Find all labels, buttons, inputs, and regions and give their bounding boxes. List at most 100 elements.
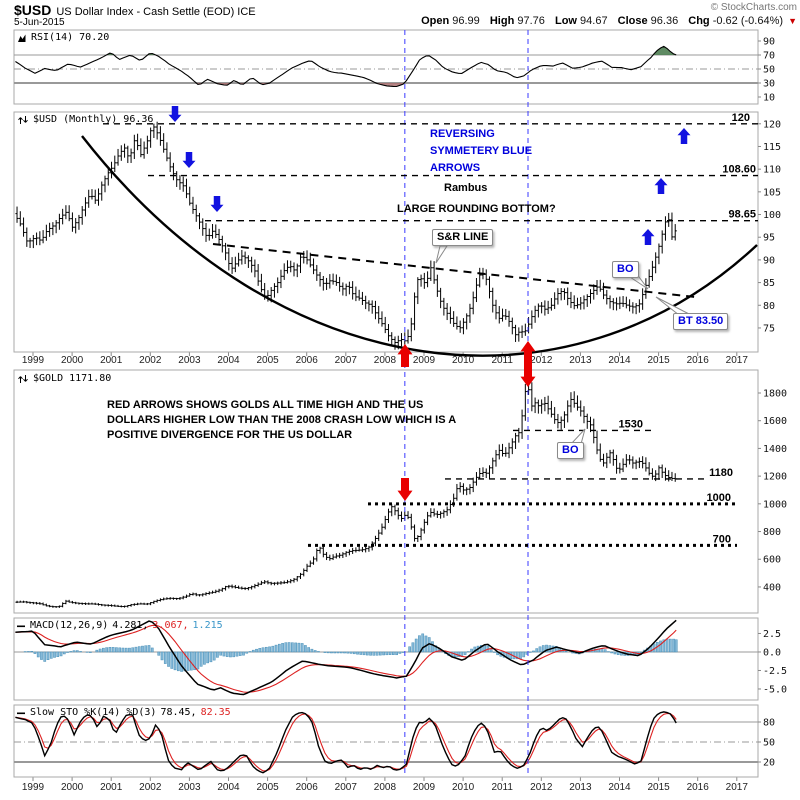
- note-line: DOLLARS HIGHER LOW THAN THE 2008 CRASH L…: [107, 414, 457, 426]
- gold-level-label: 1530: [619, 418, 643, 430]
- macd-histogram-bar: [124, 647, 128, 653]
- macd-histogram-bar: [356, 651, 359, 655]
- usd-level-label: 120: [732, 112, 750, 124]
- macd-legend-label: MACD(12,26,9): [30, 620, 109, 631]
- macd-histogram-bar: [307, 647, 311, 653]
- x-axis-year-label: 2013: [569, 355, 592, 366]
- macd-histogram-bar: [216, 651, 219, 658]
- chart-header: $USD US Dollar Index - Cash Settle (EOD)…: [14, 2, 256, 18]
- red-down-arrow: [520, 364, 536, 387]
- x-axis-year-label: 2009: [413, 782, 436, 793]
- callout-tail: [435, 245, 448, 264]
- gold-y-axis-label: 1200: [763, 472, 787, 483]
- macd-histogram-bar: [421, 633, 425, 653]
- macd-histogram-bar: [408, 646, 412, 653]
- sto-value-1: 78.45,: [160, 707, 197, 718]
- gold-legend-label: $GOLD 1171.80: [33, 373, 112, 384]
- gold-y-axis-label: 400: [763, 582, 781, 593]
- macd-histogram-bar: [163, 651, 167, 664]
- macd-histogram-bar: [388, 651, 392, 655]
- macd-histogram-bar: [79, 651, 82, 653]
- macd-histogram-bar: [493, 651, 496, 653]
- macd-histogram-bar: [392, 651, 395, 655]
- x-axis-year-label: 2003: [178, 782, 201, 793]
- x-axis-year-label: 2010: [452, 782, 475, 793]
- gold-breakout-callout: BO: [557, 442, 584, 459]
- sto-y-axis-label: 20: [763, 758, 775, 769]
- usd-y-axis-label: 115: [763, 142, 781, 153]
- x-axis-year-label: 2003: [178, 355, 201, 366]
- macd-histogram-bar: [209, 651, 213, 663]
- x-axis-year-label: 1999: [22, 355, 45, 366]
- macd-histogram-bar: [183, 651, 187, 672]
- macd-histogram-bar: [662, 639, 666, 653]
- macd-histogram-bar: [532, 650, 535, 653]
- macd-histogram-bar: [369, 651, 372, 656]
- macd-panel: [13, 617, 759, 701]
- blue-up-arrow: [677, 128, 691, 144]
- high-value: 97.76: [517, 15, 545, 27]
- macd-histogram-bar: [62, 651, 66, 655]
- copyright: © StockCharts.com: [710, 2, 797, 13]
- macd-histogram-bar: [27, 651, 30, 653]
- macd-histogram-bar: [212, 651, 216, 661]
- rsi-y-axis-label: 70: [763, 50, 775, 61]
- x-axis-year-label: 2005: [256, 782, 279, 793]
- gold-level-label: 700: [713, 533, 731, 545]
- macd-histogram-bar: [352, 651, 356, 655]
- usd-level-label: 98.65: [728, 209, 756, 221]
- macd-histogram-bar: [372, 651, 376, 656]
- macd-histogram-bar: [53, 651, 56, 658]
- usd-y-axis-label: 80: [763, 301, 775, 312]
- macd-histogram-bar: [287, 642, 291, 653]
- indicator-icon: [18, 34, 26, 42]
- macd-histogram-bar: [128, 647, 131, 653]
- note-line: RED ARROWS SHOWS GOLDS ALL TIME HIGH AND…: [107, 399, 424, 411]
- callout-tail: [628, 276, 649, 290]
- macd-histogram-bar: [105, 647, 108, 653]
- backtest-callout: BT 83.50: [673, 313, 729, 330]
- macd-histogram-bar: [229, 651, 232, 658]
- blue-down-arrow: [168, 106, 182, 122]
- macd-histogram-bar: [385, 651, 389, 656]
- macd-histogram-bar: [232, 651, 236, 658]
- macd-histogram-bar: [225, 651, 229, 657]
- open-label: Open: [421, 15, 450, 27]
- x-axis-year-label: 2016: [687, 355, 710, 366]
- macd-histogram-bar: [69, 651, 73, 653]
- macd-histogram-bar: [362, 651, 366, 656]
- sto-value-2: 82.35: [200, 707, 231, 718]
- macd-histogram-bar: [310, 648, 314, 653]
- usd-breakout-callout: BO: [612, 261, 639, 278]
- macd-histogram-bar: [674, 639, 678, 653]
- macd-histogram-bar: [30, 651, 34, 653]
- macd-histogram-bar: [49, 651, 53, 659]
- macd-histogram-bar: [564, 651, 568, 653]
- rsi-oversold-fill: [15, 82, 677, 87]
- x-axis-year-label: 2006: [296, 355, 319, 366]
- price-arrows-icon: [18, 115, 28, 124]
- macd-histogram-bar: [418, 635, 421, 653]
- macd-histogram-bar: [528, 651, 532, 653]
- usd-y-axis-label: 95: [763, 233, 775, 244]
- macd-histogram-bar: [251, 649, 255, 653]
- macd-histogram-bar: [261, 647, 265, 653]
- close-label: Close: [617, 15, 648, 27]
- macd-histogram-bar: [66, 651, 69, 653]
- macd-histogram-bar: [196, 651, 200, 670]
- rounding-bottom-question: LARGE ROUNDING BOTTOM?: [397, 203, 556, 215]
- sto-panel: [13, 704, 759, 778]
- quote-row: Open 96.99 High 97.76 Low 94.67 Close 96…: [414, 15, 797, 27]
- x-axis-year-label: 2004: [217, 355, 240, 366]
- rambus-signature: Rambus: [444, 182, 488, 194]
- usd-panel: [13, 111, 759, 353]
- x-axis-year-label: 2014: [608, 782, 631, 793]
- x-axis-year-label: 2012: [530, 782, 553, 793]
- x-axis-year-label: 2010: [452, 355, 475, 366]
- macd-histogram-bar: [463, 651, 467, 655]
- x-axis-year-label: 2000: [61, 782, 84, 793]
- note-line: SYMMETERY BLUE: [430, 145, 533, 157]
- gold-level-label: 1180: [709, 467, 733, 479]
